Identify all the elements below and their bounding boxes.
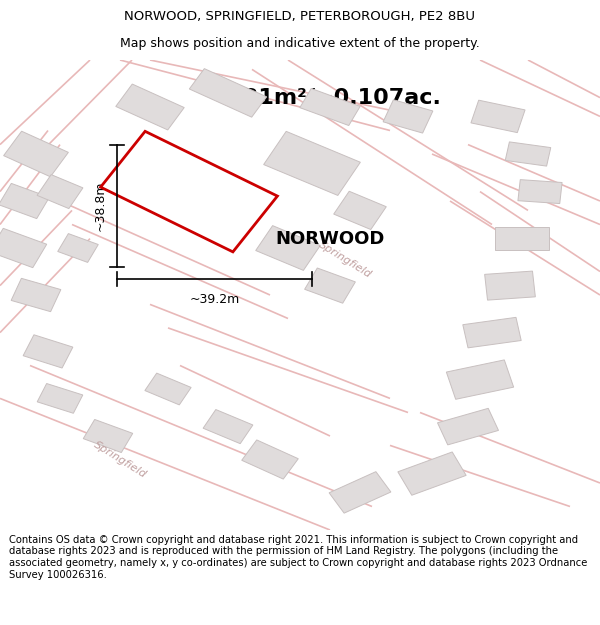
Text: Springfield: Springfield bbox=[92, 439, 148, 480]
Polygon shape bbox=[101, 131, 277, 252]
Polygon shape bbox=[190, 69, 266, 117]
Polygon shape bbox=[485, 271, 535, 300]
Polygon shape bbox=[58, 234, 98, 262]
Polygon shape bbox=[334, 191, 386, 229]
Polygon shape bbox=[256, 226, 320, 271]
Text: Springfield: Springfield bbox=[317, 239, 373, 280]
Polygon shape bbox=[383, 100, 433, 133]
Text: ~39.2m: ~39.2m bbox=[190, 292, 239, 306]
Polygon shape bbox=[329, 472, 391, 513]
Polygon shape bbox=[116, 84, 184, 130]
Polygon shape bbox=[463, 318, 521, 348]
Text: ~431m²/~0.107ac.: ~431m²/~0.107ac. bbox=[210, 88, 442, 108]
Text: NORWOOD, SPRINGFIELD, PETERBOROUGH, PE2 8BU: NORWOOD, SPRINGFIELD, PETERBOROUGH, PE2 … bbox=[125, 10, 476, 23]
Polygon shape bbox=[203, 409, 253, 444]
Polygon shape bbox=[305, 268, 355, 303]
Polygon shape bbox=[4, 131, 68, 177]
Polygon shape bbox=[495, 227, 549, 251]
Polygon shape bbox=[300, 89, 360, 126]
Polygon shape bbox=[518, 179, 562, 204]
Polygon shape bbox=[437, 408, 499, 445]
Polygon shape bbox=[145, 373, 191, 405]
Polygon shape bbox=[505, 142, 551, 166]
Polygon shape bbox=[398, 452, 466, 495]
Polygon shape bbox=[37, 384, 83, 413]
Text: Map shows position and indicative extent of the property.: Map shows position and indicative extent… bbox=[120, 37, 480, 50]
Polygon shape bbox=[242, 440, 298, 479]
Polygon shape bbox=[263, 131, 361, 196]
Polygon shape bbox=[471, 100, 525, 132]
Polygon shape bbox=[0, 228, 47, 268]
Text: Contains OS data © Crown copyright and database right 2021. This information is : Contains OS data © Crown copyright and d… bbox=[9, 535, 587, 579]
Polygon shape bbox=[23, 335, 73, 368]
Polygon shape bbox=[11, 278, 61, 312]
Polygon shape bbox=[37, 174, 83, 209]
Polygon shape bbox=[446, 360, 514, 399]
Text: NORWOOD: NORWOOD bbox=[275, 229, 385, 248]
Text: ~38.8m: ~38.8m bbox=[93, 181, 106, 231]
Polygon shape bbox=[0, 183, 49, 219]
Polygon shape bbox=[83, 419, 133, 452]
